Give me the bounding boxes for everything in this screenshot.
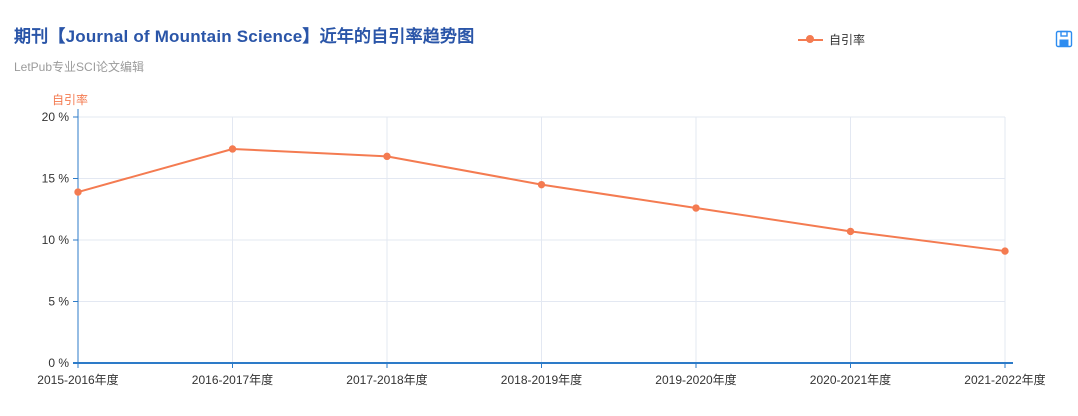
legend-label: 自引率 <box>829 33 866 47</box>
page-subtitle: LetPub专业SCI论文编辑 <box>14 60 145 74</box>
svg-text:2018-2019年度: 2018-2019年度 <box>501 372 582 387</box>
save-image-icon[interactable] <box>1055 30 1073 48</box>
y-axis-title: 自引率 <box>52 93 89 107</box>
svg-text:20 %: 20 % <box>42 110 70 124</box>
svg-text:2019-2020年度: 2019-2020年度 <box>655 372 736 387</box>
svg-text:2015-2016年度: 2015-2016年度 <box>37 372 118 387</box>
svg-text:0 %: 0 % <box>48 356 69 370</box>
line-series-marker-icon <box>798 34 823 45</box>
svg-text:2020-2021年度: 2020-2021年度 <box>810 372 891 387</box>
svg-text:2016-2017年度: 2016-2017年度 <box>192 372 273 387</box>
svg-text:10 %: 10 % <box>42 233 70 247</box>
svg-text:5 %: 5 % <box>48 295 69 309</box>
svg-text:2021-2022年度: 2021-2022年度 <box>964 372 1045 387</box>
svg-text:15 %: 15 % <box>42 172 70 186</box>
legend-item-self-citation[interactable]: 自引率 <box>798 31 865 48</box>
page-title: 期刊【Journal of Mountain Science】近年的自引率趋势图 <box>14 27 475 46</box>
svg-text:2017-2018年度: 2017-2018年度 <box>346 372 427 387</box>
